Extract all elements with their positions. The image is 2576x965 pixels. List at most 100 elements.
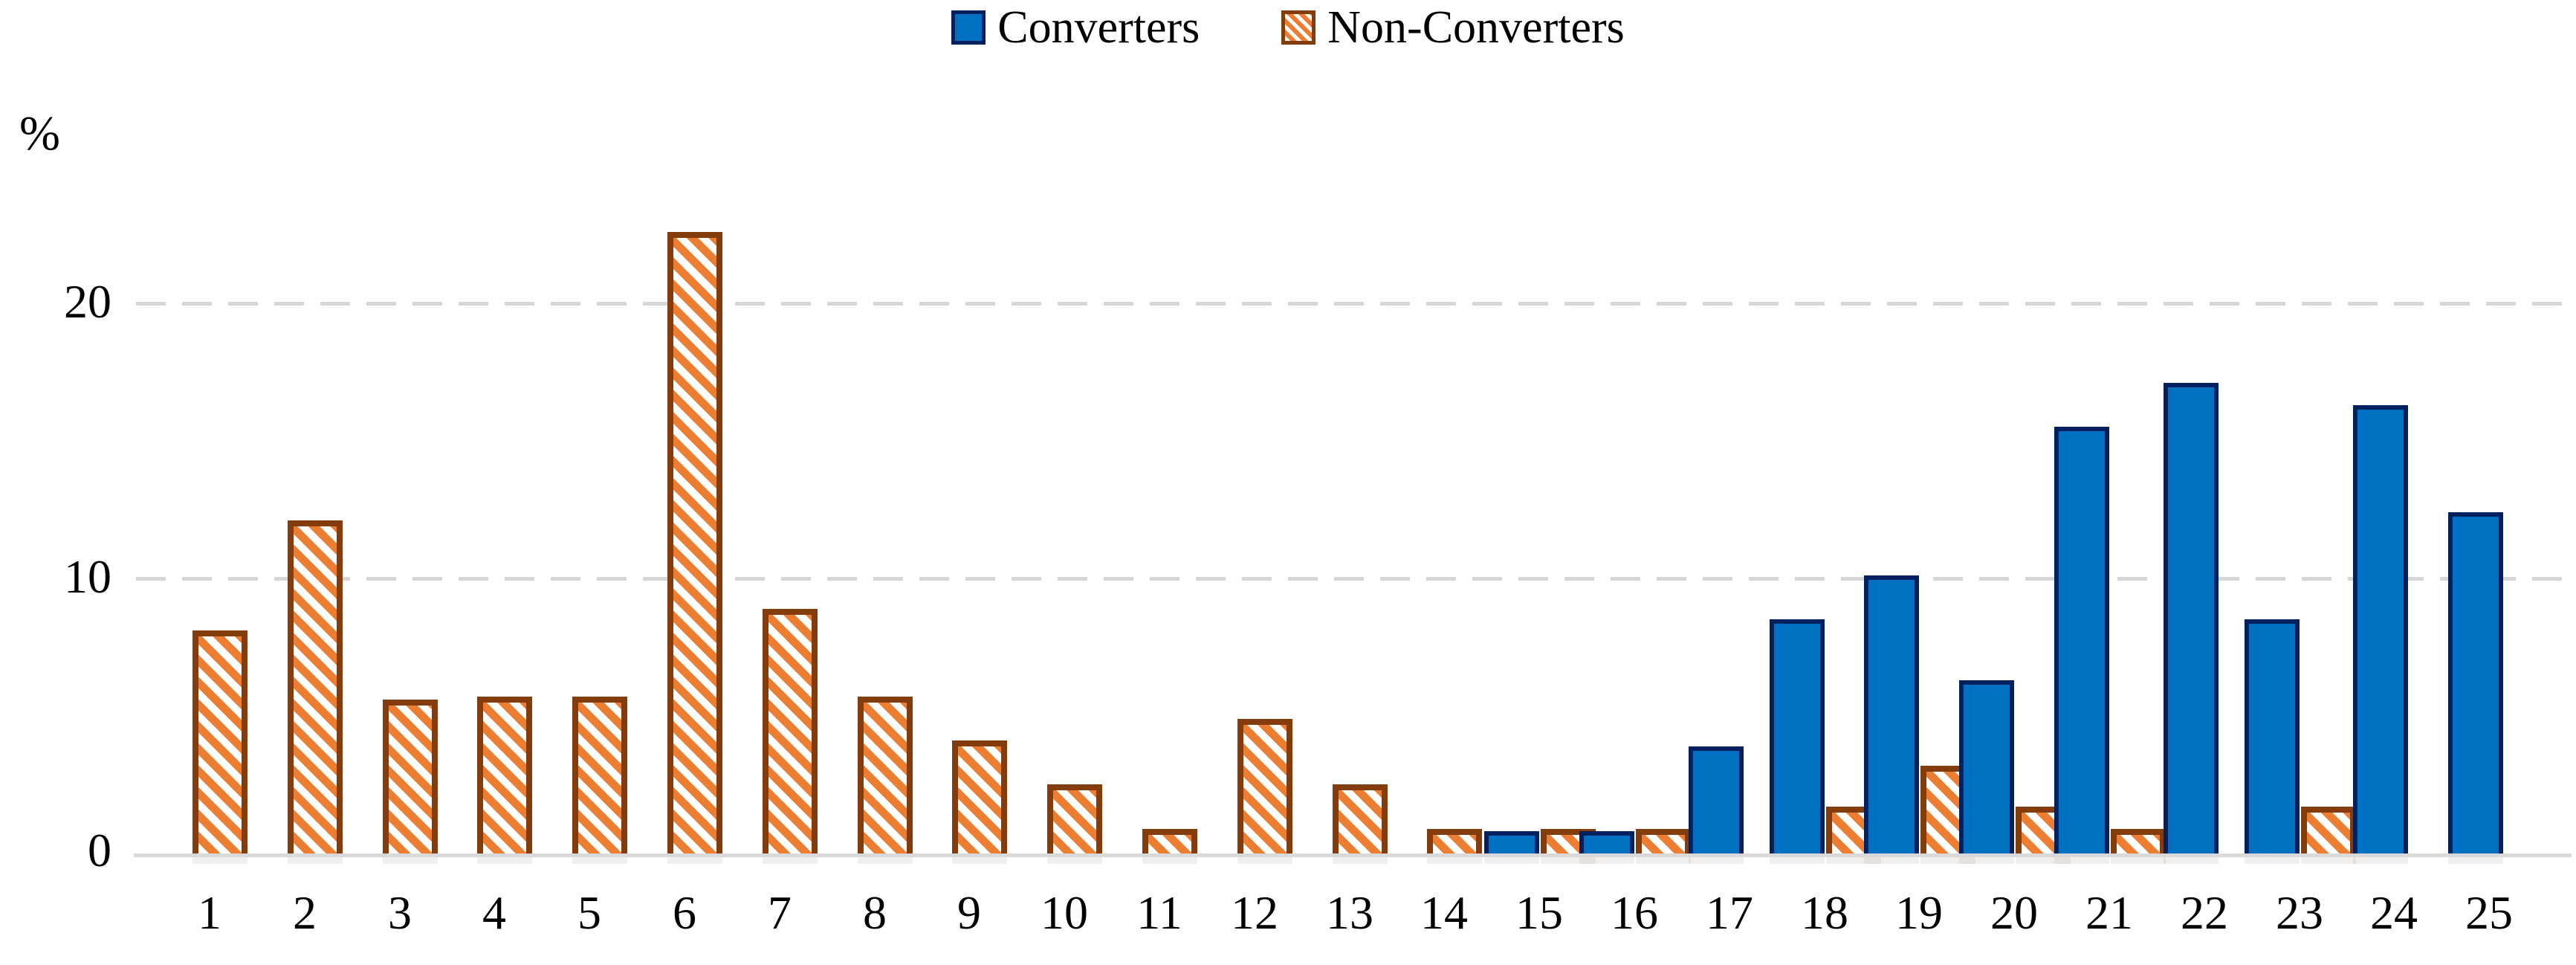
x-axis-line [134,853,2572,857]
gridline-20 [136,302,2570,306]
bar-reflection [1636,857,1691,864]
x-axis-label-8: 8 [863,886,887,939]
bar-converters-20 [1959,680,2014,853]
bar-non-converters-8 [858,697,913,853]
bar-reflection [1333,857,1388,864]
bar-reflection [383,857,438,864]
bar-converters-15 [1484,831,1539,853]
bar-non-converters-7 [763,609,818,853]
x-axis-label-18: 18 [1801,886,1848,939]
bar-reflection [192,857,247,864]
x-axis-label-23: 23 [2276,886,2323,939]
bar-reflection [1142,857,1197,864]
bar-converters-17 [1689,746,1744,853]
bar-reflection [1541,857,1596,864]
bar-reflection [1579,857,1634,864]
bar-reflection [763,857,818,864]
x-axis-label-25: 25 [2465,886,2513,939]
bar-converters-21 [2054,427,2109,853]
bar-reflection [2301,857,2356,864]
x-axis-label-4: 4 [482,886,506,939]
y-axis-title: % [19,106,60,161]
x-axis-label-12: 12 [1231,886,1278,939]
legend-label-converters: Converters [997,2,1200,53]
bar-reflection [2245,857,2300,864]
y-tick-10: 10 [64,550,111,603]
x-axis-label-15: 15 [1515,886,1563,939]
bar-reflection [1864,857,1919,864]
bar-reflection [288,857,343,864]
bar-reflection [1920,857,1975,864]
bar-non-converters-12 [1237,719,1292,853]
x-axis-label-21: 21 [2085,886,2133,939]
bar-non-converters-10 [1047,784,1102,853]
legend-item-non-converters: Non-Converters [1281,2,1625,53]
bar-reflection [667,857,722,864]
x-axis-label-17: 17 [1706,886,1753,939]
bar-reflection [1427,857,1482,864]
bar-reflection [2111,857,2166,864]
bar-converters-18 [1770,619,1825,853]
y-tick-20: 20 [64,275,111,328]
x-axis-label-10: 10 [1041,886,1088,939]
bar-non-converters-5 [572,697,627,853]
bar-non-converters-4 [477,697,532,853]
x-axis-label-3: 3 [388,886,412,939]
bar-reflection [2353,857,2408,864]
bar-converters-25 [2448,512,2503,853]
bar-reflection [1484,857,1539,864]
bar-converters-16 [1579,831,1634,853]
bar-reflection [1689,857,1744,864]
x-axis-label-11: 11 [1136,886,1182,939]
x-axis-label-7: 7 [768,886,792,939]
bar-reflection [1047,857,1102,864]
x-axis-label-9: 9 [957,886,981,939]
bar-converters-19 [1864,575,1919,853]
bar-non-converters-16 [1636,829,1691,853]
bar-non-converters-23 [2301,807,2356,853]
gridline-10 [136,577,2570,581]
x-axis-label-6: 6 [673,886,696,939]
x-axis-label-19: 19 [1895,886,1943,939]
bar-reflection [1770,857,1825,864]
x-axis-label-20: 20 [1990,886,2038,939]
x-axis-label-14: 14 [1420,886,1468,939]
bar-reflection [477,857,532,864]
x-axis-label-24: 24 [2370,886,2418,939]
x-axis-label-13: 13 [1326,886,1373,939]
chart-legend: Converters Non-Converters [0,4,2576,51]
converters-swatch-icon [951,10,986,45]
bar-converters-23 [2245,619,2300,853]
bar-non-converters-9 [952,740,1007,853]
x-axis-label-2: 2 [293,886,317,939]
bar-reflection [2054,857,2109,864]
non-converters-swatch-icon [1281,10,1316,45]
bar-reflection [1826,857,1881,864]
legend-label-non-converters: Non-Converters [1327,2,1625,53]
x-axis-label-1: 1 [198,886,221,939]
bar-reflection [1237,857,1292,864]
bar-non-converters-13 [1333,784,1388,853]
bar-non-converters-21 [2111,829,2166,853]
bar-reflection [572,857,627,864]
bar-non-converters-6 [667,232,722,853]
bar-non-converters-11 [1142,829,1197,853]
bar-reflection [2448,857,2503,864]
bar-reflection [1959,857,2014,864]
y-tick-0: 0 [88,824,111,877]
x-axis-label-5: 5 [577,886,601,939]
bar-reflection [2164,857,2219,864]
bar-reflection [858,857,913,864]
bar-reflection [952,857,1007,864]
bar-non-converters-2 [288,520,343,853]
bar-reflection [2016,857,2071,864]
bar-non-converters-14 [1427,829,1482,853]
legend-item-converters: Converters [951,4,1200,51]
bar-non-converters-3 [383,700,438,853]
bar-converters-24 [2353,405,2408,853]
x-axis-label-22: 22 [2181,886,2228,939]
bar-converters-22 [2164,383,2219,853]
bar-non-converters-1 [192,630,247,853]
x-axis-label-16: 16 [1611,886,1658,939]
